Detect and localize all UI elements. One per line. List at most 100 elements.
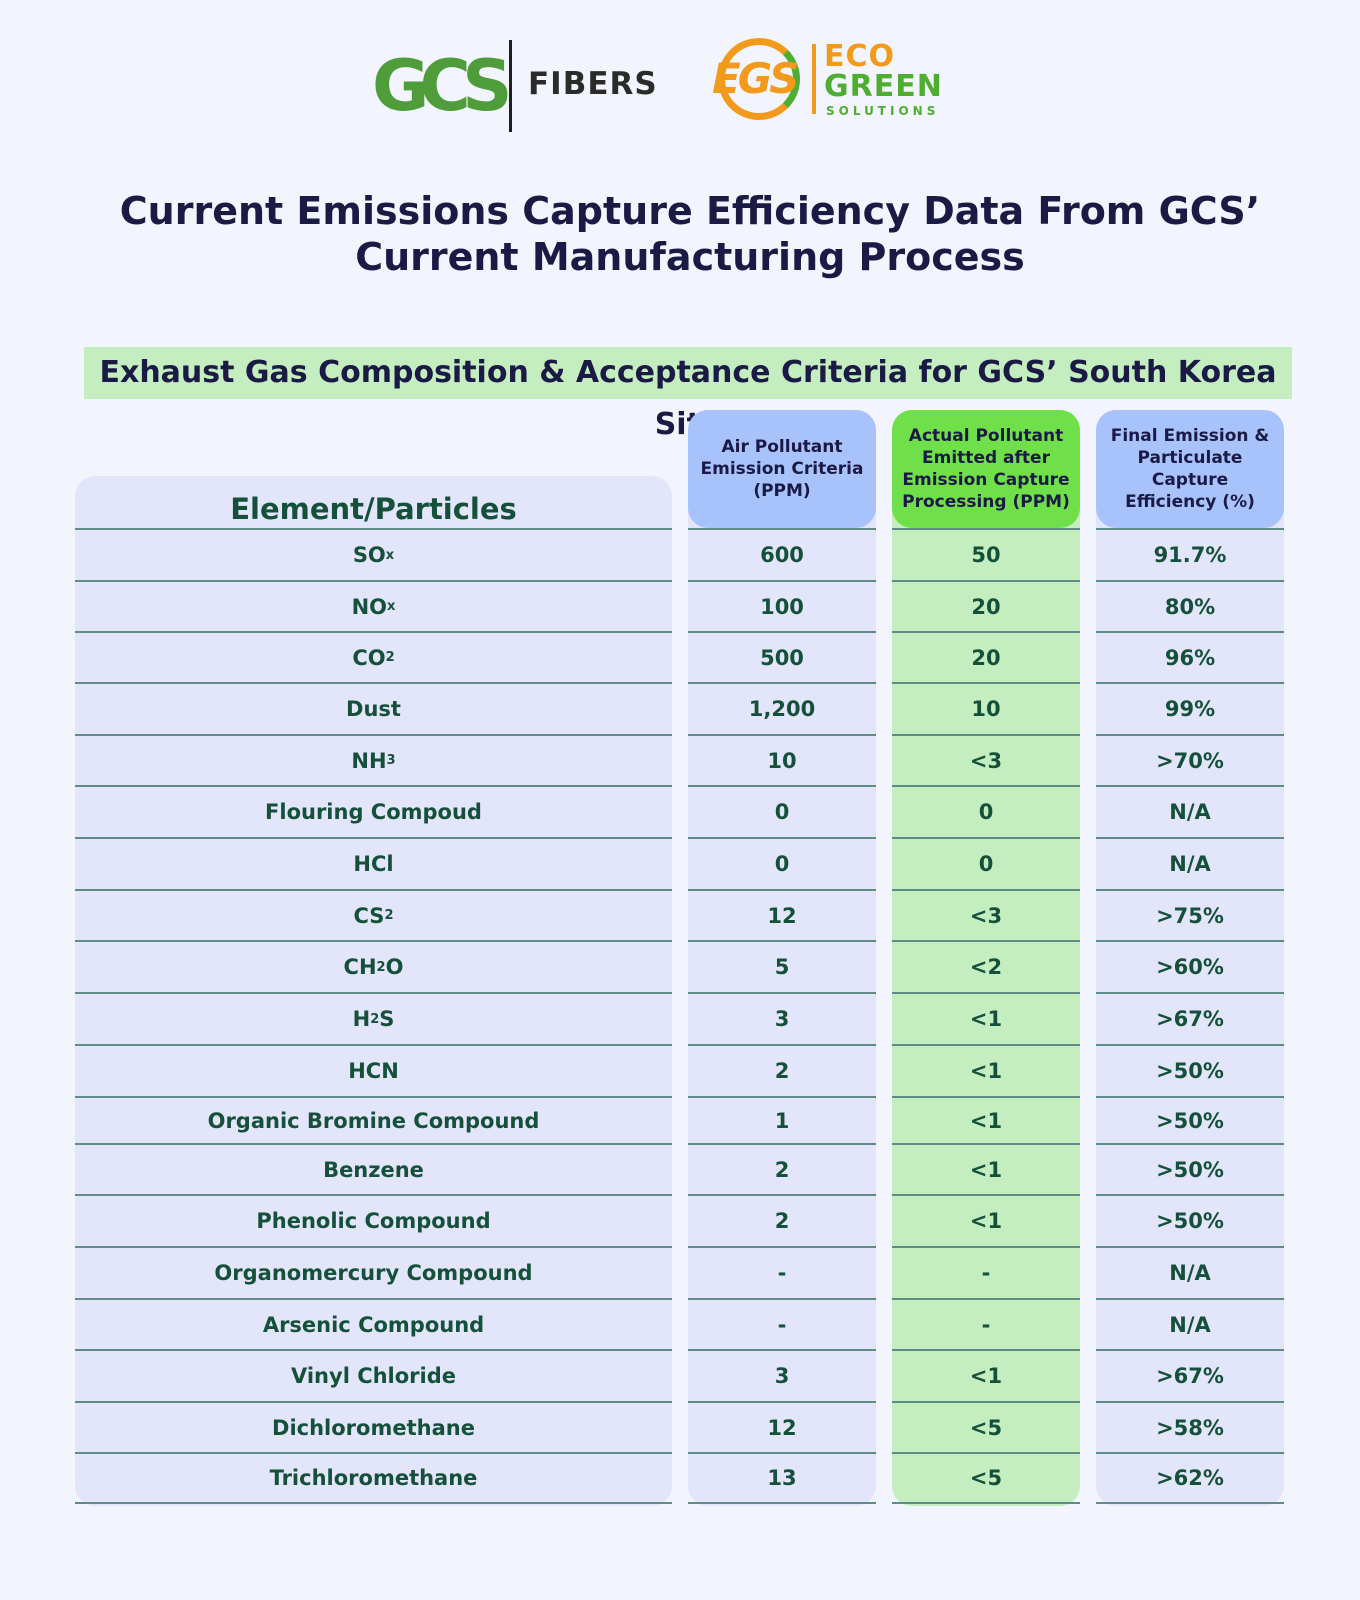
element-cell: Vinyl Chloride <box>75 1349 672 1401</box>
logo-divider <box>812 44 816 114</box>
actual-column: Actual Pollutant Emitted after Emission … <box>892 410 1080 1506</box>
efficiency-cell: >50% <box>1096 1044 1284 1096</box>
element-name: Dichloromethane <box>272 1415 475 1440</box>
criteria-cell: 0 <box>688 785 876 837</box>
element-subscript: 2 <box>385 650 395 665</box>
element-cell: CS 2 <box>75 889 672 940</box>
criteria-cell: - <box>688 1298 876 1349</box>
efficiency-column-header: Final Emission & Particulate Capture Eff… <box>1096 410 1284 528</box>
actual-cell: <1 <box>892 1349 1080 1401</box>
element-cell: Organic Bromine Compound <box>75 1096 672 1143</box>
element-subscript: x <box>387 599 396 614</box>
criteria-cell: 10 <box>688 734 876 785</box>
egs-ring-icon <box>718 38 800 120</box>
efficiency-cell: >50% <box>1096 1143 1284 1194</box>
criteria-cell: 600 <box>688 528 876 580</box>
element-name: Trichloromethane <box>269 1466 478 1490</box>
efficiency-cell: N/A <box>1096 1246 1284 1298</box>
element-suffix: O <box>385 955 404 979</box>
criteria-column-header: Air Pollutant Emission Criteria (PPM) <box>688 410 876 528</box>
actual-cell: 50 <box>892 528 1080 580</box>
criteria-cell: 2 <box>688 1044 876 1096</box>
element-cell: CH 2 O <box>75 940 672 992</box>
efficiency-cell: >50% <box>1096 1096 1284 1143</box>
actual-cell: <3 <box>892 734 1080 785</box>
actual-cell: 20 <box>892 631 1080 682</box>
efficiency-cell: 99% <box>1096 682 1284 734</box>
element-name: Organomercury Compound <box>214 1261 533 1285</box>
efficiency-cell: >70% <box>1096 734 1284 785</box>
element-name: CS <box>353 903 385 928</box>
criteria-cell: 13 <box>688 1452 876 1504</box>
actual-cell: <5 <box>892 1452 1080 1504</box>
actual-cell: <5 <box>892 1401 1080 1452</box>
element-subscript: x <box>385 547 395 563</box>
criteria-cell: 3 <box>688 992 876 1044</box>
efficiency-column: Final Emission & Particulate Capture Eff… <box>1096 410 1284 1506</box>
efficiency-cell: >75% <box>1096 889 1284 940</box>
efficiency-cell: >58% <box>1096 1401 1284 1452</box>
criteria-cell: 2 <box>688 1194 876 1246</box>
efficiency-cell: >67% <box>1096 992 1284 1044</box>
element-subscript: 3 <box>386 753 396 768</box>
element-column: Element/Particles SO x NO x CO 2 Dust NH 3 Flouri… <box>75 476 672 1506</box>
efficiency-cell: N/A <box>1096 1298 1284 1349</box>
element-cell: HCl <box>75 837 672 889</box>
eco-green-solutions-logo: EGS ECO GREEN SOLUTIONS <box>712 38 972 122</box>
actual-cell: <1 <box>892 1096 1080 1143</box>
egs-logo-eco: ECO <box>824 39 896 74</box>
element-cell: Arsenic Compound <box>75 1298 672 1349</box>
element-rows: SO x NO x CO 2 Dust NH 3 Flouring Compoud HCl CS 2 CH… <box>75 528 672 1504</box>
actual-cell: <1 <box>892 1044 1080 1096</box>
egs-logo-mark: EGS <box>712 54 799 103</box>
criteria-cell: 5 <box>688 940 876 992</box>
efficiency-cell: 91.7% <box>1096 528 1284 580</box>
element-suffix: S <box>379 1007 395 1031</box>
efficiency-rows: 91.7% 80% 96% 99% >70% N/A N/A >75% >60% >67% >50%… <box>1096 528 1284 1504</box>
egs-logo-green: GREEN <box>824 69 943 104</box>
element-subscript: 2 <box>376 959 386 975</box>
element-cell: Phenolic Compound <box>75 1194 672 1246</box>
actual-rows: 50 20 20 10 <3 0 0 <3 <2 <1 <1 <1 <1 <1- - <1 <5 <5 <box>892 528 1080 1504</box>
element-name: Dust <box>346 697 401 721</box>
efficiency-cell: 80% <box>1096 580 1284 631</box>
criteria-cell: 12 <box>688 889 876 940</box>
gcs-logo-mark: GCS <box>372 45 513 127</box>
gcs-logo-text: FIBERS <box>528 66 658 102</box>
efficiency-cell: >60% <box>1096 940 1284 992</box>
criteria-cell: 100 <box>688 580 876 631</box>
element-name: Vinyl Chloride <box>290 1364 457 1388</box>
logo-divider <box>509 40 512 132</box>
criteria-column: Air Pollutant Emission Criteria (PPM) 60… <box>688 410 876 1506</box>
actual-cell: 0 <box>892 785 1080 837</box>
element-name: Phenolic Compound <box>256 1209 491 1233</box>
element-name: CH <box>343 955 377 979</box>
element-cell: NH 3 <box>75 734 672 785</box>
actual-column-header: Actual Pollutant Emitted after Emission … <box>892 410 1080 528</box>
criteria-cell: - <box>688 1246 876 1298</box>
element-cell: CO 2 <box>75 631 672 682</box>
page-title: Current Emissions Capture Efficiency Dat… <box>119 189 1261 279</box>
element-name: Organic Bromine Compound <box>207 1108 540 1133</box>
actual-cell: - <box>892 1298 1080 1349</box>
element-cell: NO x <box>75 580 672 631</box>
efficiency-cell: >50% <box>1096 1194 1284 1246</box>
criteria-cell: 2 <box>688 1143 876 1194</box>
element-name: NH <box>351 748 387 773</box>
criteria-rows: 600 100 500 1,200 10 0 0 12 5 3 2 1 2 2- -3 12 13 <box>688 528 876 1504</box>
actual-cell: <1 <box>892 1194 1080 1246</box>
element-name: Flouring Compoud <box>265 800 482 824</box>
criteria-cell: 1,200 <box>688 682 876 734</box>
element-name: CO <box>352 645 386 670</box>
element-cell: SO x <box>75 528 672 580</box>
criteria-cell: 3 <box>688 1349 876 1401</box>
table-banner: Exhaust Gas Composition & Acceptance Cri… <box>84 347 1292 442</box>
element-subscript: 2 <box>384 908 394 923</box>
egs-logo-solutions: SOLUTIONS <box>826 104 940 118</box>
element-cell: Dichloromethane <box>75 1401 672 1452</box>
element-name: Arsenic Compound <box>262 1312 485 1337</box>
efficiency-cell: >62% <box>1096 1452 1284 1504</box>
element-name: HCl <box>353 852 394 876</box>
gcs-fibers-logo: GCS FIBERS <box>372 40 657 132</box>
actual-cell: - <box>892 1246 1080 1298</box>
